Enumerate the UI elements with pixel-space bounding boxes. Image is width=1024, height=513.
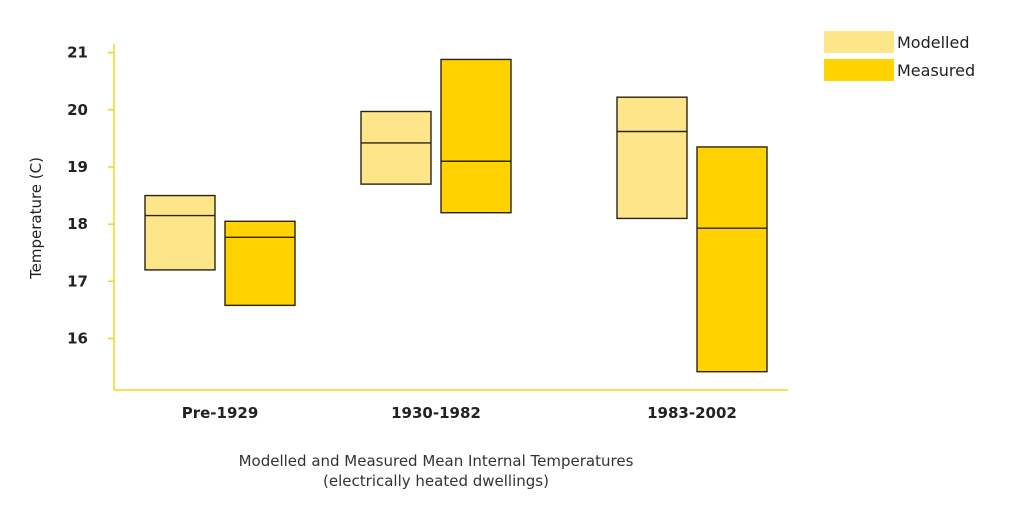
y-tick-label: 20	[67, 101, 88, 119]
legend-swatch-measured	[824, 59, 894, 81]
y-tick-label: 18	[67, 215, 88, 233]
y-axis: 16 17 18 19 20 21	[67, 44, 115, 390]
y-tick-label: 21	[67, 44, 88, 62]
legend-label-modelled: Modelled	[897, 33, 969, 52]
plot-area	[144, 58, 768, 373]
y-tick-label: 16	[67, 330, 88, 348]
range-box-modelled	[144, 194, 216, 271]
legend-swatch-modelled	[824, 31, 894, 53]
range-box-modelled	[616, 96, 688, 220]
x-category-label: 1983-2002	[647, 404, 737, 422]
x-axis: Pre-1929 1930-1982 1983-2002	[114, 389, 788, 422]
legend: Modelled Measured	[824, 31, 975, 81]
legend-label-measured: Measured	[897, 61, 975, 80]
y-axis-title: Temperature (C)	[27, 157, 45, 280]
x-category-label: 1930-1982	[391, 404, 481, 422]
x-category-label: Pre-1929	[182, 404, 259, 422]
chart-caption-line-2: (electrically heated dwellings)	[323, 472, 549, 490]
y-tick-label: 17	[67, 272, 88, 290]
chart-caption-line-1: Modelled and Measured Mean Internal Temp…	[239, 452, 634, 470]
y-tick-label: 19	[67, 158, 88, 176]
range-box-measured	[440, 58, 512, 214]
range-box-modelled	[360, 110, 432, 185]
range-box-measured	[696, 146, 768, 373]
range-box-measured	[224, 220, 296, 307]
